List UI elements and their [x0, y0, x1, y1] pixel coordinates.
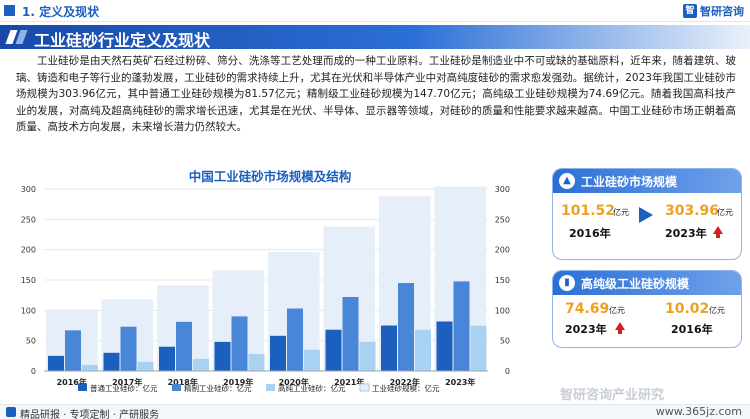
arrow-up-icon-2: [615, 322, 625, 334]
y-tick-right-label: 150: [495, 276, 510, 285]
y-tick-right-label: 50: [500, 337, 510, 346]
y-tick-right-label: 100: [495, 306, 510, 315]
arrow-up-icon: [713, 226, 723, 238]
section-title: 1. 定义及现状: [22, 5, 100, 19]
title-deco-icon-2: [15, 30, 28, 44]
market-from-value: 101.52: [561, 203, 616, 219]
high-panel-title: 高纯级工业硅砂规模: [581, 277, 690, 291]
market-size-panel: ▲ 工业硅砂市场规模 101.52 亿元 2016年 303.96 亿元 202…: [552, 168, 742, 260]
bar-icon: ▮: [559, 275, 575, 291]
bar-series-2: [304, 349, 320, 371]
page-title: 工业硅砂行业定义及现状: [34, 31, 211, 50]
market-to-unit: 亿元: [717, 208, 733, 217]
market-to-year: 2023年: [665, 227, 707, 240]
bar-series-2: [415, 329, 431, 371]
y-tick-left-label: 50: [26, 337, 36, 346]
bar-series-1: [453, 281, 470, 371]
y-tick-right-label: 0: [505, 367, 510, 376]
bar-series-2: [248, 354, 265, 371]
high-left-year: 2023年: [565, 323, 607, 336]
bar-series-2: [470, 325, 487, 371]
market-from-unit: 亿元: [613, 208, 629, 217]
legend-label: 工业硅砂规模：亿元: [372, 383, 440, 393]
high-right-unit: 亿元: [709, 306, 725, 315]
x-category-label: 2016年: [57, 377, 87, 387]
bar-chart: 0 0 50 50 100 100 150 150 200 200 250 250 300 300 2016…: [21, 185, 510, 393]
legend-label: 普通工业硅砂：亿元: [90, 383, 158, 393]
market-panel-header: ▲ 工业硅砂市场规模: [553, 169, 741, 193]
arrow-right-icon: [639, 207, 653, 223]
y-tick-right-label: 200: [495, 246, 510, 255]
bar-series-0: [270, 335, 286, 371]
high-panel-header: ▮ 高纯级工业硅砂规模: [553, 271, 741, 295]
legend-swatch: [266, 384, 275, 391]
legend-swatch: [172, 384, 181, 391]
chart-icon: ▲: [559, 173, 575, 189]
bar-series-1: [65, 330, 81, 371]
brand: 智 智研咨询: [683, 3, 744, 19]
bar-series-2: [137, 361, 154, 371]
y-tick-left-label: 200: [21, 246, 36, 255]
x-category-label: 2017年: [112, 377, 142, 387]
bar-series-2: [193, 358, 209, 371]
x-category-label: 2018年: [168, 377, 198, 387]
market-to-value: 303.96: [665, 203, 720, 219]
x-category-label: 2021年: [334, 377, 364, 387]
bar-series-0: [381, 325, 397, 371]
legend-swatch: [78, 384, 87, 391]
chart-title: 中国工业硅砂市场规模及结构: [188, 169, 352, 184]
bar-series-0: [48, 355, 64, 371]
high-left-unit: 亿元: [609, 306, 625, 315]
description-paragraph: 工业硅砂是由天然石英矿石经过粉碎、筛分、洗涤等工艺处理而成的一种工业原料。工业硅…: [16, 55, 736, 134]
title-band: 工业硅砂行业定义及现状: [0, 25, 750, 50]
bar-series-0: [325, 329, 342, 371]
footer: 精品研报 · 专项定制 · 产研服务 www.365jz.com: [0, 404, 750, 419]
bar-series-2: [359, 341, 376, 371]
legend-swatch: [359, 383, 370, 392]
high-left-value: 74.69: [565, 301, 610, 317]
high-right-value: 10.02: [665, 301, 710, 317]
x-category-label: 2019年: [223, 377, 253, 387]
footer-text: 精品研报 · 专项定制 · 产研服务: [20, 410, 160, 419]
y-tick-left-label: 300: [21, 185, 36, 194]
legend-label: 高纯工业硅砂：亿元: [278, 383, 346, 393]
y-tick-right-label: 250: [495, 215, 510, 224]
brand-logo-icon: 智: [683, 4, 697, 18]
high-purity-panel: ▮ 高纯级工业硅砂规模 74.69 亿元 2023年 10.02 亿元 2016…: [552, 270, 742, 348]
legend-label: 精制工业硅砂：亿元: [184, 383, 252, 393]
bar-series-1: [342, 296, 359, 371]
bar-series-1: [120, 326, 137, 371]
market-from-year: 2016年: [569, 227, 611, 240]
y-tick-left-label: 0: [31, 367, 36, 376]
bar-series-0: [214, 341, 231, 371]
x-category-label: 2023年: [445, 377, 475, 387]
watermark: 智研咨询产业研究: [560, 388, 665, 403]
y-tick-right-label: 300: [495, 185, 510, 194]
bar-series-0: [159, 346, 175, 371]
section-marker-icon: [4, 5, 15, 16]
bar-series-2: [82, 364, 98, 371]
bar-series-1: [176, 321, 192, 371]
bar-series-1: [287, 308, 303, 371]
chart-area: 0 0 50 50 100 100 150 150 200 200 250 250 300 300 2016…: [0, 165, 540, 419]
top-bar: 1. 定义及现状 智 智研咨询: [0, 0, 750, 22]
y-tick-left-label: 150: [21, 276, 36, 285]
x-category-label: 2022年: [390, 377, 420, 387]
market-panel-title: 工业硅砂市场规模: [581, 175, 678, 189]
bar-series-1: [231, 316, 248, 371]
bar-series-0: [436, 321, 453, 371]
footer-logo-icon: [6, 407, 16, 417]
x-category-label: 2020年: [279, 377, 309, 387]
brand-name: 智研咨询: [700, 5, 744, 18]
y-tick-left-label: 100: [21, 306, 36, 315]
bar-series-1: [398, 283, 414, 371]
footer-url: www.365jz.com: [655, 405, 742, 418]
high-right-year: 2016年: [671, 323, 713, 336]
bar-series-0: [103, 352, 120, 371]
y-tick-left-label: 250: [21, 215, 36, 224]
